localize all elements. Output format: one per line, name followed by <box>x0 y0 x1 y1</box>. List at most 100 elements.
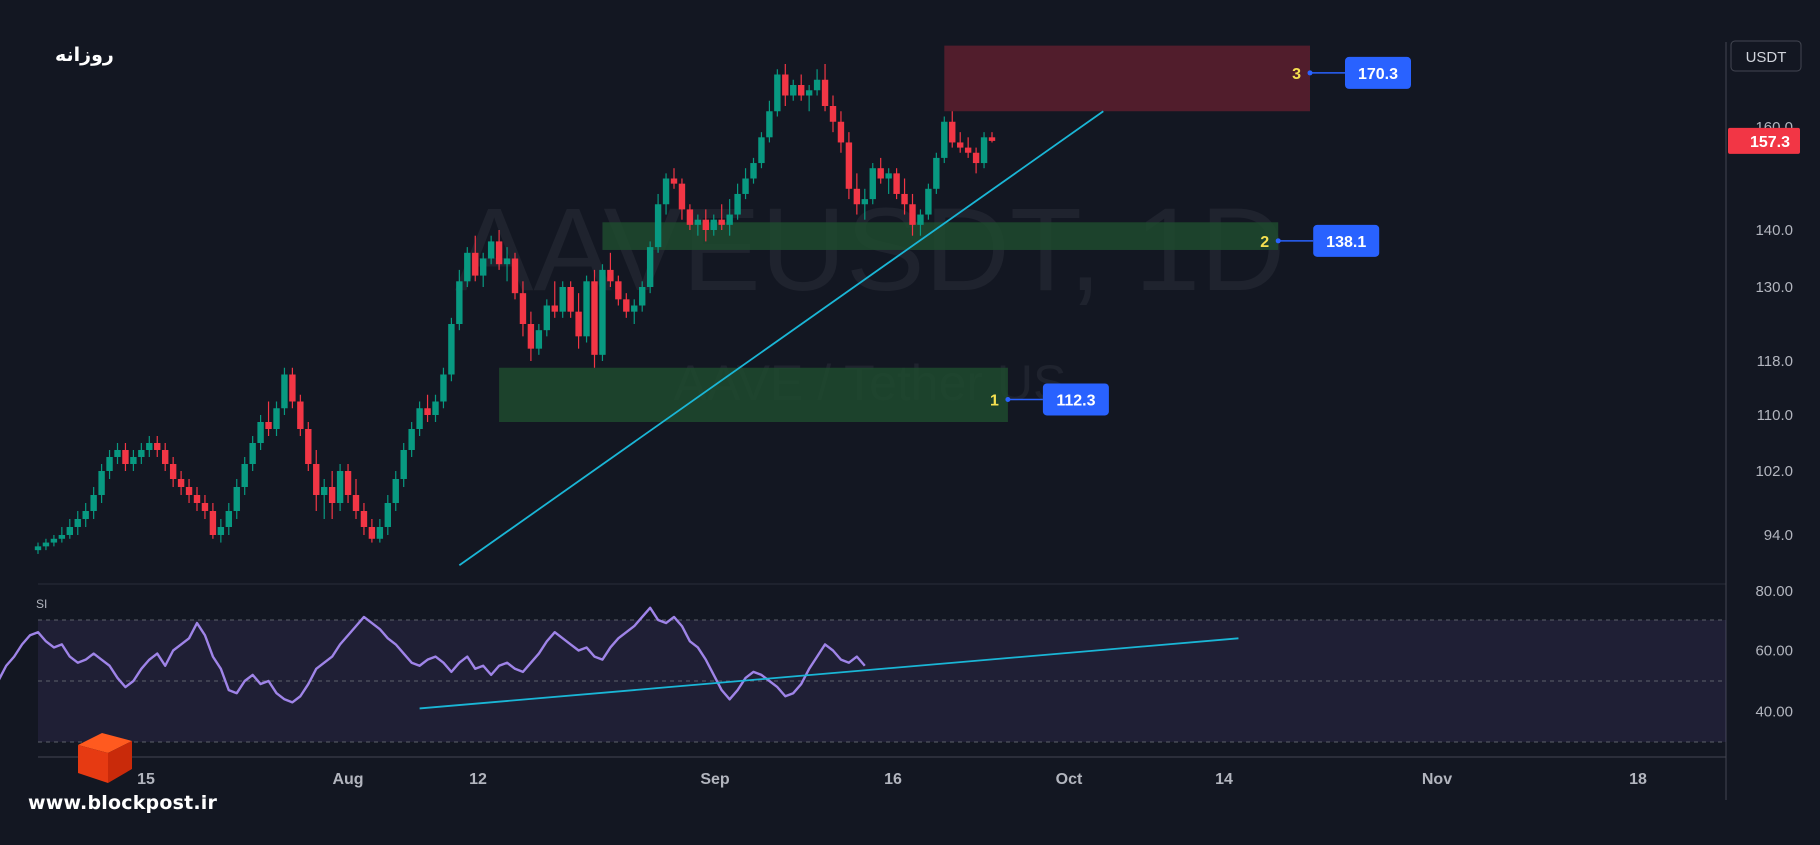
candle-body <box>74 519 81 527</box>
candle-body <box>972 152 980 164</box>
candle-body <box>209 511 217 535</box>
price-tick-label: 110.0 <box>1757 407 1793 424</box>
zone-3 <box>944 45 1310 112</box>
candle-body <box>82 511 89 519</box>
candle-body <box>575 311 582 337</box>
rsi-line <box>0 606 866 704</box>
candle-body <box>583 281 590 337</box>
candle-body <box>503 258 511 265</box>
candle-body <box>217 527 225 535</box>
candle-body <box>233 487 240 511</box>
candle-body <box>933 157 940 189</box>
candle-body <box>925 188 932 215</box>
zone-price-label-1: 112.3 <box>1056 392 1095 409</box>
candle-body <box>845 142 853 189</box>
candle-body <box>257 422 264 443</box>
candle-body <box>774 74 781 112</box>
candle-body <box>949 121 956 143</box>
candle-body <box>964 147 972 153</box>
candle-body <box>440 374 447 402</box>
price-tick-label: 80.00 <box>1755 583 1793 600</box>
candle-body <box>718 219 725 225</box>
candle-body <box>305 429 312 464</box>
candle-body <box>694 219 702 225</box>
candle-body <box>885 173 892 179</box>
candle-body <box>654 204 662 248</box>
candle-body <box>535 330 543 349</box>
zone-number-3: 3 <box>1292 66 1301 83</box>
candle-body <box>241 464 248 487</box>
price-tick-label: 102.0 <box>1755 463 1793 480</box>
candle-body <box>360 511 368 527</box>
candle-body <box>790 85 797 96</box>
price-tick-label: 130.0 <box>1755 279 1793 296</box>
candle-body <box>511 258 519 294</box>
candle-body <box>106 457 113 471</box>
candle-body <box>448 324 455 375</box>
candle-body <box>408 429 415 450</box>
zone-anchor-2 <box>1275 238 1281 244</box>
time-tick-label: Oct <box>1056 771 1083 788</box>
zone-price-label-2: 138.1 <box>1326 234 1366 251</box>
time-axis: 15 Aug 12 Sep 16 Oct 14 Nov 18 <box>137 771 1647 788</box>
rsi-panel <box>0 606 1726 743</box>
candle-body <box>50 538 58 543</box>
zone-number-1: 1 <box>990 392 999 409</box>
candle-body <box>281 374 288 409</box>
candle-body <box>42 542 50 547</box>
candle-body <box>34 546 42 551</box>
candle-body <box>392 479 399 503</box>
candle-body <box>670 178 678 184</box>
zone-number-2: 2 <box>1260 234 1269 251</box>
candle-body <box>456 281 463 324</box>
candle-body <box>265 422 272 429</box>
trend-lines <box>419 110 1239 710</box>
candle-body <box>678 183 686 210</box>
last-price-box <box>1728 127 1800 154</box>
zone-price-box-1 <box>1042 383 1109 416</box>
candle-body <box>646 247 654 287</box>
candle-body <box>941 121 948 158</box>
candle-body <box>567 287 574 312</box>
price-trendline <box>458 110 1104 567</box>
candle-body <box>813 79 821 91</box>
price-tick-label: 118.0 <box>1757 353 1793 370</box>
zone-anchor-1 <box>1005 396 1011 402</box>
candle-body <box>615 281 622 300</box>
time-tick-label: 15 <box>137 771 155 788</box>
zone-price-label-3: 170.3 <box>1358 66 1398 83</box>
candle-body <box>869 168 876 200</box>
candle-body <box>472 252 479 276</box>
candle-body <box>805 90 813 96</box>
candle-body <box>639 287 646 306</box>
candle-body <box>519 293 527 324</box>
candle-body <box>114 450 121 457</box>
candle-body <box>623 299 630 312</box>
candle-body <box>352 495 360 511</box>
candle-body <box>766 111 773 138</box>
candle-body <box>249 443 256 464</box>
blockpost-logo <box>78 733 132 783</box>
candle-body <box>734 193 741 215</box>
chart-frame <box>38 42 1727 800</box>
currency-box[interactable]: USDT <box>1730 40 1802 72</box>
zone-1 <box>499 367 1008 422</box>
time-tick-label: 18 <box>1629 771 1647 788</box>
candle-body <box>98 471 105 495</box>
time-tick-label: Aug <box>332 771 363 788</box>
candle-body <box>424 408 431 415</box>
candle-body <box>893 173 900 194</box>
candle-body <box>313 464 320 495</box>
candle-body <box>599 269 606 355</box>
candle-body <box>376 527 384 539</box>
candle-body <box>591 281 598 355</box>
candles <box>34 64 996 554</box>
zone-price-box-2 <box>1313 224 1380 257</box>
candle-body <box>487 241 495 259</box>
candle-body <box>495 241 503 265</box>
rsi-tick-label: 60.00 <box>1755 643 1793 660</box>
watermark-symbol: AAVEUSDT, 1D <box>455 184 1286 316</box>
time-tick-label: Nov <box>1422 771 1452 788</box>
price-axis: 80.0094.0102.0110.0118.0130.0140.0160.04… <box>1728 119 1800 721</box>
